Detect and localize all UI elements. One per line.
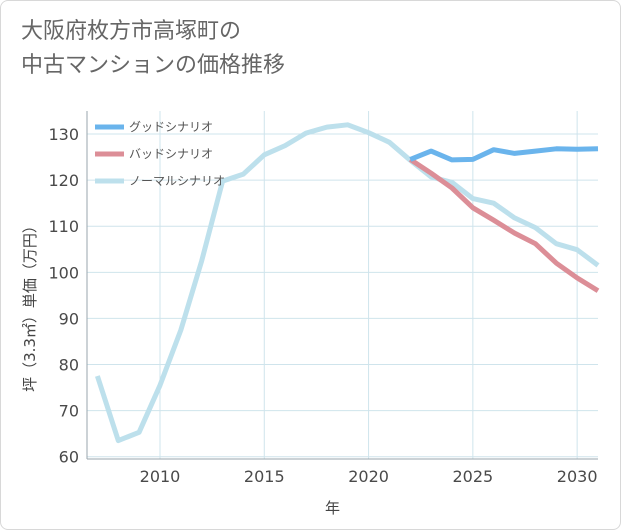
x-tick-label: 2015 — [244, 467, 285, 486]
legend-label: ノーマルシナリオ — [129, 174, 225, 188]
y-axis-ticks: 60 70 80 90 100 110 120 130 — [48, 125, 79, 467]
title-line-1: 大阪府枚方市高塚町の — [21, 19, 242, 44]
y-tick-label: 60 — [59, 448, 79, 467]
legend-label: グッドシナリオ — [129, 120, 213, 134]
series-lines — [95, 122, 600, 444]
x-axis-label: 年 — [325, 499, 340, 517]
y-tick-label: 110 — [48, 217, 79, 236]
legend-label: バッドシナリオ — [129, 147, 213, 161]
y-tick-label: 130 — [48, 125, 79, 144]
y-tick-label: 70 — [59, 402, 79, 421]
x-tick-label: 2030 — [557, 467, 598, 486]
y-tick-label: 80 — [59, 356, 79, 375]
y-axis-label: 坪（3.3㎡）単価（万円） — [21, 218, 39, 392]
series-line-2 — [95, 122, 600, 444]
x-tick-label: 2010 — [140, 467, 181, 486]
x-axis-ticks: 2010 2015 2020 2025 2030 — [140, 467, 598, 486]
y-tick-label: 120 — [48, 171, 79, 190]
series-line-0 — [409, 146, 599, 163]
series-line-1 — [408, 157, 600, 293]
y-tick-label: 100 — [48, 263, 79, 282]
title-line-2: 中古マンションの価格推移 — [21, 53, 286, 78]
chart-title: 大阪府枚方市高塚町の 中古マンションの価格推移 — [21, 15, 285, 83]
x-tick-label: 2020 — [348, 467, 389, 486]
y-tick-label: 90 — [59, 309, 79, 328]
x-tick-label: 2025 — [452, 467, 493, 486]
grid — [86, 111, 598, 460]
